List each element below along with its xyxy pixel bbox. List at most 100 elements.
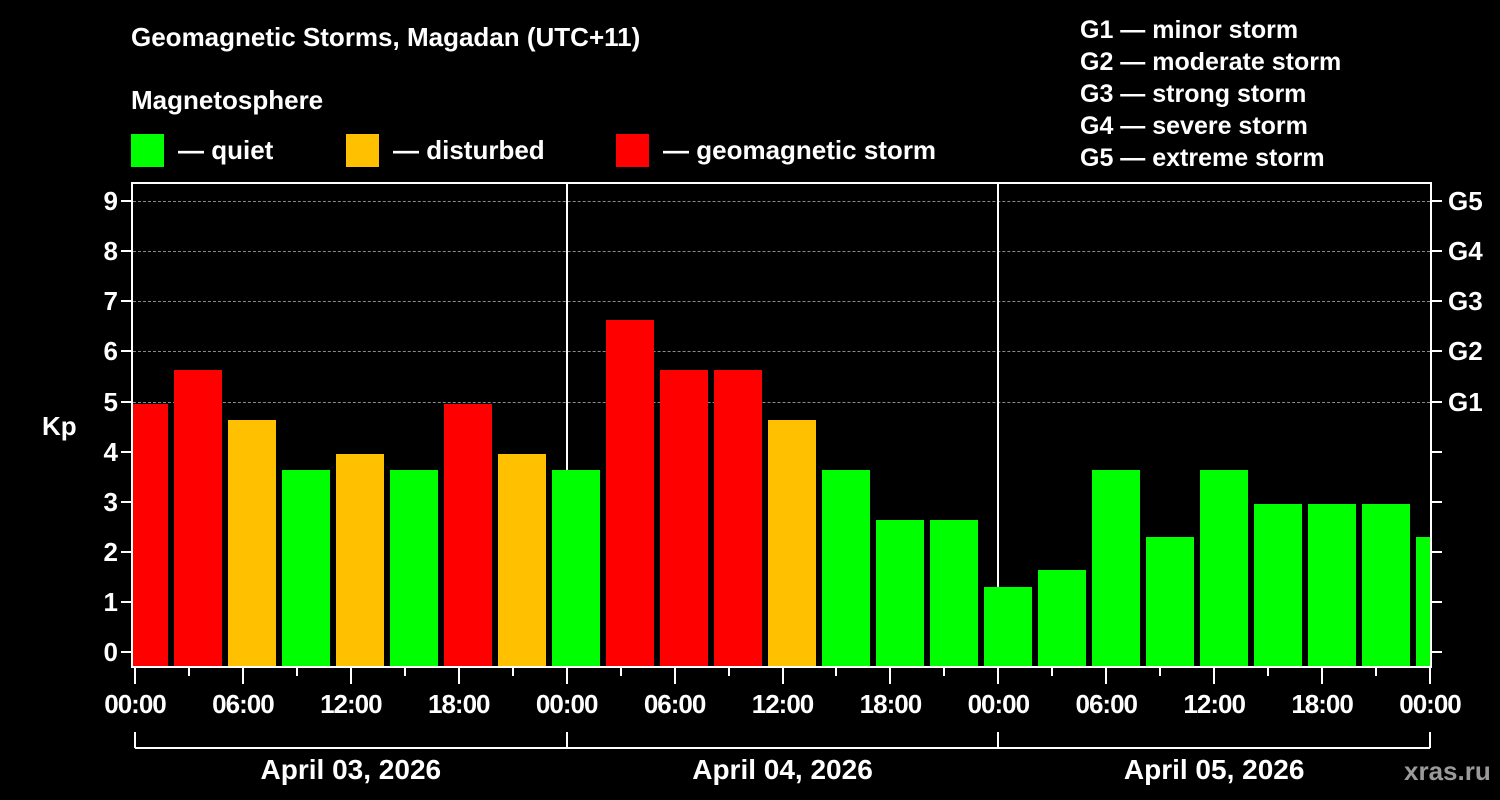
- legend-swatch-storm: [616, 134, 649, 167]
- legend-label-disturbed: — disturbed: [393, 135, 545, 165]
- day-bracket-tick: [134, 732, 136, 748]
- x-tick: [673, 668, 676, 684]
- g-level-label: G1: [1448, 386, 1483, 417]
- x-tick: [1213, 668, 1216, 684]
- kp-bar: [1038, 570, 1086, 666]
- g-level-label: G5: [1448, 186, 1483, 217]
- kp-bar: [444, 403, 492, 666]
- x-tick: [619, 668, 622, 676]
- gridline: [133, 251, 1430, 253]
- x-tick-label: 12:00: [1183, 689, 1246, 719]
- y-tick: [121, 550, 131, 553]
- legend-disturbed: — disturbed: [346, 134, 545, 167]
- kp-bar: [1416, 537, 1430, 666]
- x-tick: [1159, 668, 1162, 676]
- x-tick-label: 06:00: [643, 689, 707, 719]
- chart-subtitle: Magnetosphere: [131, 85, 324, 115]
- x-tick: [943, 668, 946, 676]
- x-tick: [1267, 668, 1270, 676]
- y-tick-label: 2: [103, 536, 118, 567]
- gridline: [133, 351, 1430, 353]
- x-tick: [241, 668, 244, 684]
- y-tick-label: 0: [103, 637, 118, 667]
- g-scale-legend: G1 — minor storm G2 — moderate storm G3 …: [1080, 14, 1341, 174]
- x-tick: [187, 668, 190, 676]
- kp-bar: [552, 470, 600, 666]
- kp-bar: [498, 453, 546, 666]
- x-tick: [997, 668, 1000, 684]
- y-tick: [121, 300, 131, 303]
- g-scale-item: G2 — moderate storm: [1080, 48, 1342, 76]
- gridline: [133, 201, 1430, 203]
- x-tick-label: 18:00: [1291, 689, 1354, 719]
- y-tick: [121, 400, 131, 403]
- kp-bar: [133, 403, 168, 666]
- x-tick-label: 00:00: [535, 689, 599, 719]
- x-tick: [1051, 668, 1054, 676]
- kp-bar: [876, 520, 924, 666]
- x-tick: [511, 668, 514, 676]
- g-scale-item: G3 — strong storm: [1080, 80, 1307, 108]
- chart-title: Geomagnetic Storms, Magadan (UTC+11): [131, 22, 641, 52]
- x-tick: [727, 668, 730, 676]
- kp-bar: [822, 470, 870, 666]
- y-tick: [121, 450, 131, 453]
- kp-bar: [1146, 537, 1194, 666]
- y-tick-label: 6: [103, 336, 118, 367]
- x-tick: [403, 668, 406, 676]
- y-tick-label: 1: [103, 586, 118, 617]
- kp-bar: [282, 470, 330, 666]
- g-level-label: G4: [1448, 236, 1483, 267]
- g-scale-item: G5 — extreme storm: [1080, 144, 1325, 172]
- g-level-label: G2: [1448, 336, 1483, 367]
- x-tick-label: 12:00: [751, 689, 815, 719]
- kp-bar: [930, 520, 978, 666]
- legend-quiet: — quiet: [131, 134, 273, 167]
- y-tick: [121, 350, 131, 353]
- x-tick: [1321, 668, 1324, 684]
- legend-label-storm: — geomagnetic storm: [663, 135, 937, 165]
- y-tick-right: [1432, 450, 1442, 453]
- y-tick-right: [1432, 500, 1442, 503]
- y-tick-label: 8: [103, 236, 118, 267]
- y-tick-right: [1432, 250, 1442, 253]
- kp-bar: [1092, 470, 1140, 666]
- day-bracket-tick: [1429, 732, 1431, 748]
- x-tick: [889, 668, 892, 684]
- gridline: [133, 301, 1430, 303]
- x-tick: [565, 668, 568, 684]
- x-tick-label: 06:00: [212, 689, 275, 719]
- g-level-label: G3: [1448, 286, 1483, 317]
- y-tick-label: 5: [103, 386, 118, 417]
- y-tick-right: [1432, 300, 1442, 303]
- y-tick: [121, 600, 131, 603]
- kp-bar: [390, 470, 438, 666]
- x-tick: [1105, 668, 1108, 684]
- x-tick-label: 12:00: [320, 689, 383, 719]
- kp-bar: [714, 369, 762, 666]
- kp-bar: [1200, 470, 1248, 666]
- y-tick-label: 3: [103, 486, 118, 517]
- y-tick-label: 4: [103, 436, 118, 467]
- g-scale-item: G1 — minor storm: [1080, 16, 1299, 44]
- y-tick: [121, 250, 131, 253]
- day-bracket-line: [135, 747, 1430, 749]
- day-label: April 04, 2026: [692, 754, 873, 785]
- watermark: xras.ru: [1404, 756, 1491, 786]
- x-tick: [1375, 668, 1378, 676]
- y-tick-right: [1432, 200, 1442, 203]
- x-tick-label: 00:00: [104, 689, 167, 719]
- x-tick: [457, 668, 460, 684]
- y-tick-label: 9: [103, 186, 118, 217]
- kp-bar: [984, 587, 1032, 666]
- x-tick-label: 00:00: [967, 689, 1031, 719]
- y-tick-right: [1432, 651, 1442, 653]
- kp-bar: [1254, 503, 1302, 666]
- kp-bar: [1308, 503, 1356, 666]
- x-tick: [349, 668, 352, 684]
- y-tick-right: [1432, 400, 1442, 403]
- x-tick: [295, 668, 298, 676]
- kp-bar: [336, 453, 384, 666]
- day-separator: [565, 184, 568, 666]
- day-label: April 05, 2026: [1123, 754, 1305, 785]
